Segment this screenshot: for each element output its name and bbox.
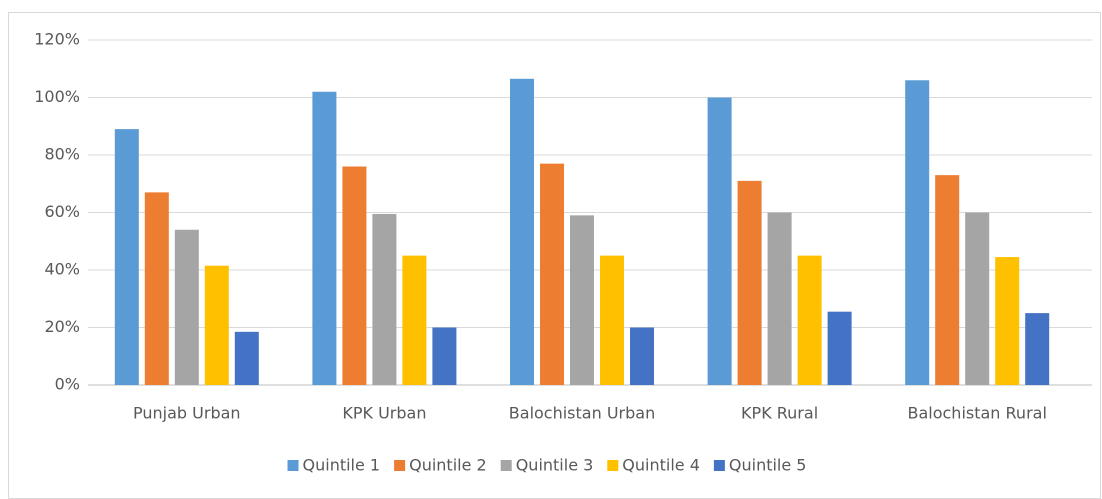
- legend-label: Quintile 4: [622, 456, 700, 475]
- bar: [432, 327, 457, 385]
- bar: [707, 97, 732, 385]
- legend-label: Quintile 2: [409, 456, 487, 475]
- y-tick-label: 80%: [44, 145, 80, 164]
- y-tick-label: 120%: [34, 30, 80, 49]
- y-tick-label: 60%: [44, 202, 80, 221]
- legend-label: Quintile 5: [729, 456, 807, 475]
- bar: [827, 311, 852, 385]
- x-tick-label: Punjab Urban: [133, 404, 241, 423]
- legend-label: Quintile 3: [516, 456, 594, 475]
- bar: [540, 163, 564, 385]
- x-tick-label: KPK Rural: [741, 404, 818, 423]
- bar: [234, 331, 259, 385]
- bar: [402, 255, 427, 385]
- bar: [144, 192, 169, 385]
- legend-swatch: [607, 460, 619, 471]
- legend-label: Quintile 1: [303, 456, 381, 475]
- bar: [174, 229, 199, 385]
- bar: [342, 166, 367, 385]
- bar: [737, 180, 762, 385]
- y-tick-label: 0%: [55, 375, 80, 394]
- bar: [995, 257, 1020, 385]
- bar: [570, 215, 594, 385]
- bar: [600, 255, 624, 385]
- bar: [510, 78, 534, 385]
- bar: [312, 91, 337, 385]
- legend-swatch: [394, 460, 406, 471]
- legend-swatch: [713, 460, 725, 471]
- bar: [767, 212, 792, 385]
- bar: [204, 265, 229, 385]
- bar: [797, 255, 822, 385]
- legend-swatch: [287, 460, 299, 471]
- y-tick-label: 40%: [44, 260, 80, 279]
- legend-swatch: [500, 460, 512, 471]
- x-tick-label: Balochistan Urban: [509, 404, 655, 423]
- y-tick-label: 100%: [34, 87, 80, 106]
- bar: [905, 80, 930, 385]
- bar: [935, 175, 960, 385]
- bar: [114, 129, 139, 385]
- bar: [1025, 313, 1050, 385]
- bar: [630, 327, 654, 385]
- bar: [372, 213, 397, 385]
- x-tick-label: KPK Urban: [342, 404, 426, 423]
- bar: [965, 212, 990, 385]
- x-tick-label: Balochistan Rural: [907, 404, 1046, 423]
- y-tick-label: 20%: [44, 317, 80, 336]
